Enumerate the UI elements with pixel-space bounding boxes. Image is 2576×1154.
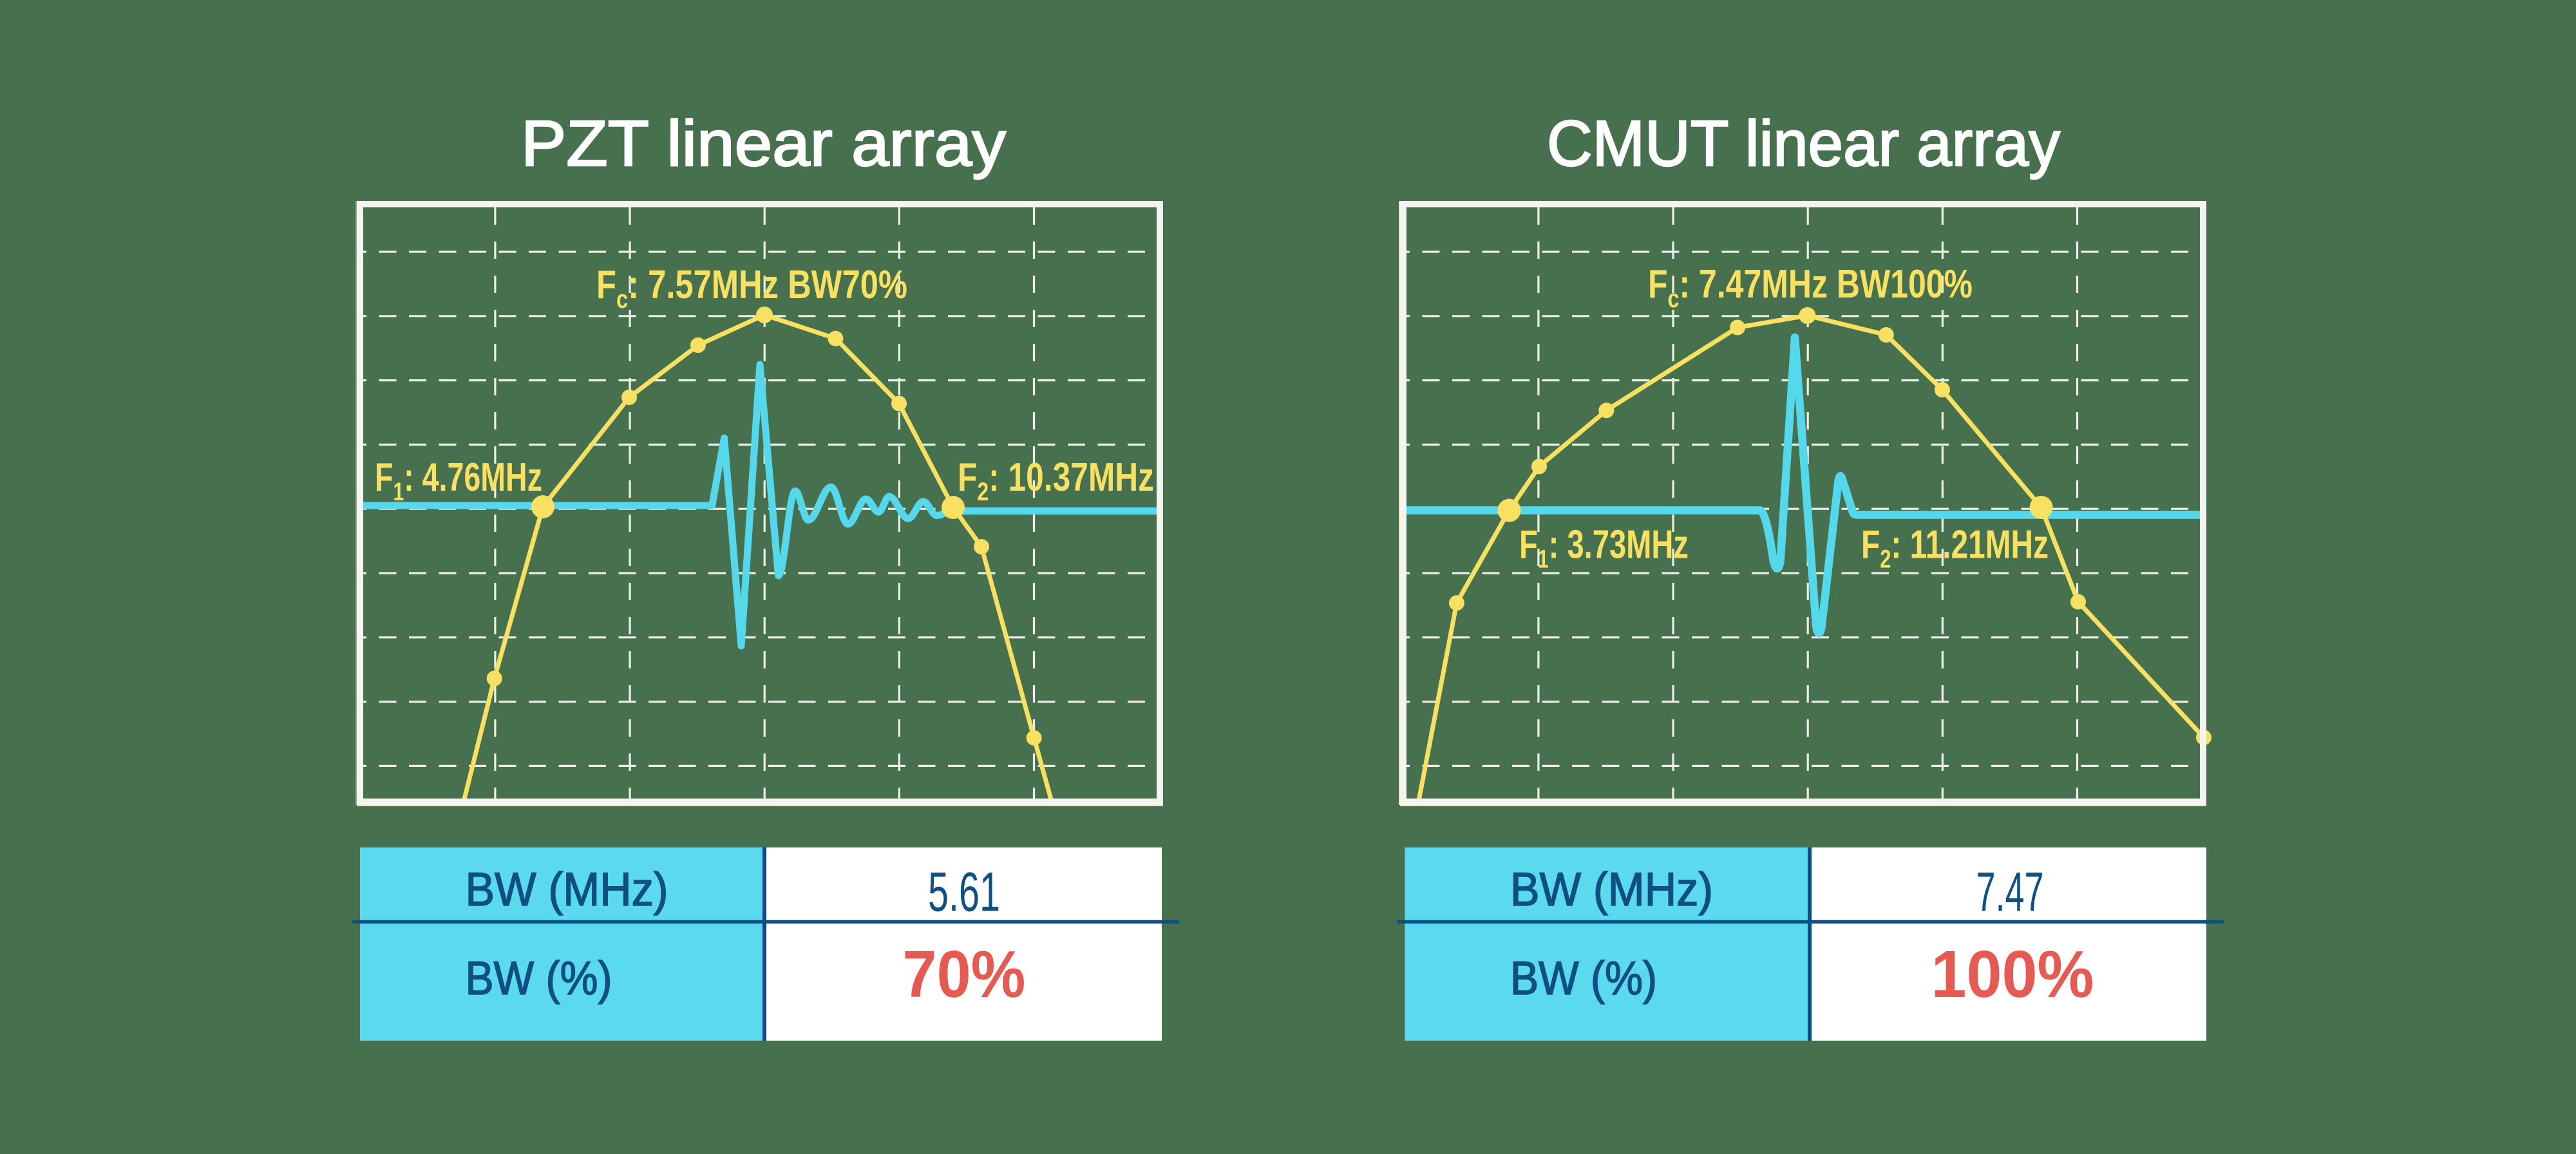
svg-text:BW (MHz): BW (MHz)	[1510, 864, 1713, 916]
svg-text:100%: 100%	[1931, 937, 2094, 1011]
svg-text:7.47: 7.47	[1976, 861, 2044, 923]
svg-text:F2: 10.37MHz: F2: 10.37MHz	[958, 455, 1154, 506]
svg-text:5.61: 5.61	[928, 861, 1000, 923]
svg-text:Fc: 7.57MHz BW70%: Fc: 7.57MHz BW70%	[596, 263, 907, 314]
svg-text:CMUT linear array: CMUT linear array	[1547, 108, 2060, 180]
svg-text:PZT linear array: PZT linear array	[521, 108, 1006, 180]
svg-text:BW (MHz): BW (MHz)	[466, 864, 668, 916]
svg-text:Fc: 7.47MHz BW100%: Fc: 7.47MHz BW100%	[1648, 262, 1973, 313]
svg-text:70%: 70%	[903, 937, 1026, 1011]
svg-text:BW (%): BW (%)	[466, 952, 612, 1005]
svg-text:BW (%): BW (%)	[1510, 952, 1657, 1005]
svg-text:F2: 11.21MHz: F2: 11.21MHz	[1861, 523, 2049, 574]
